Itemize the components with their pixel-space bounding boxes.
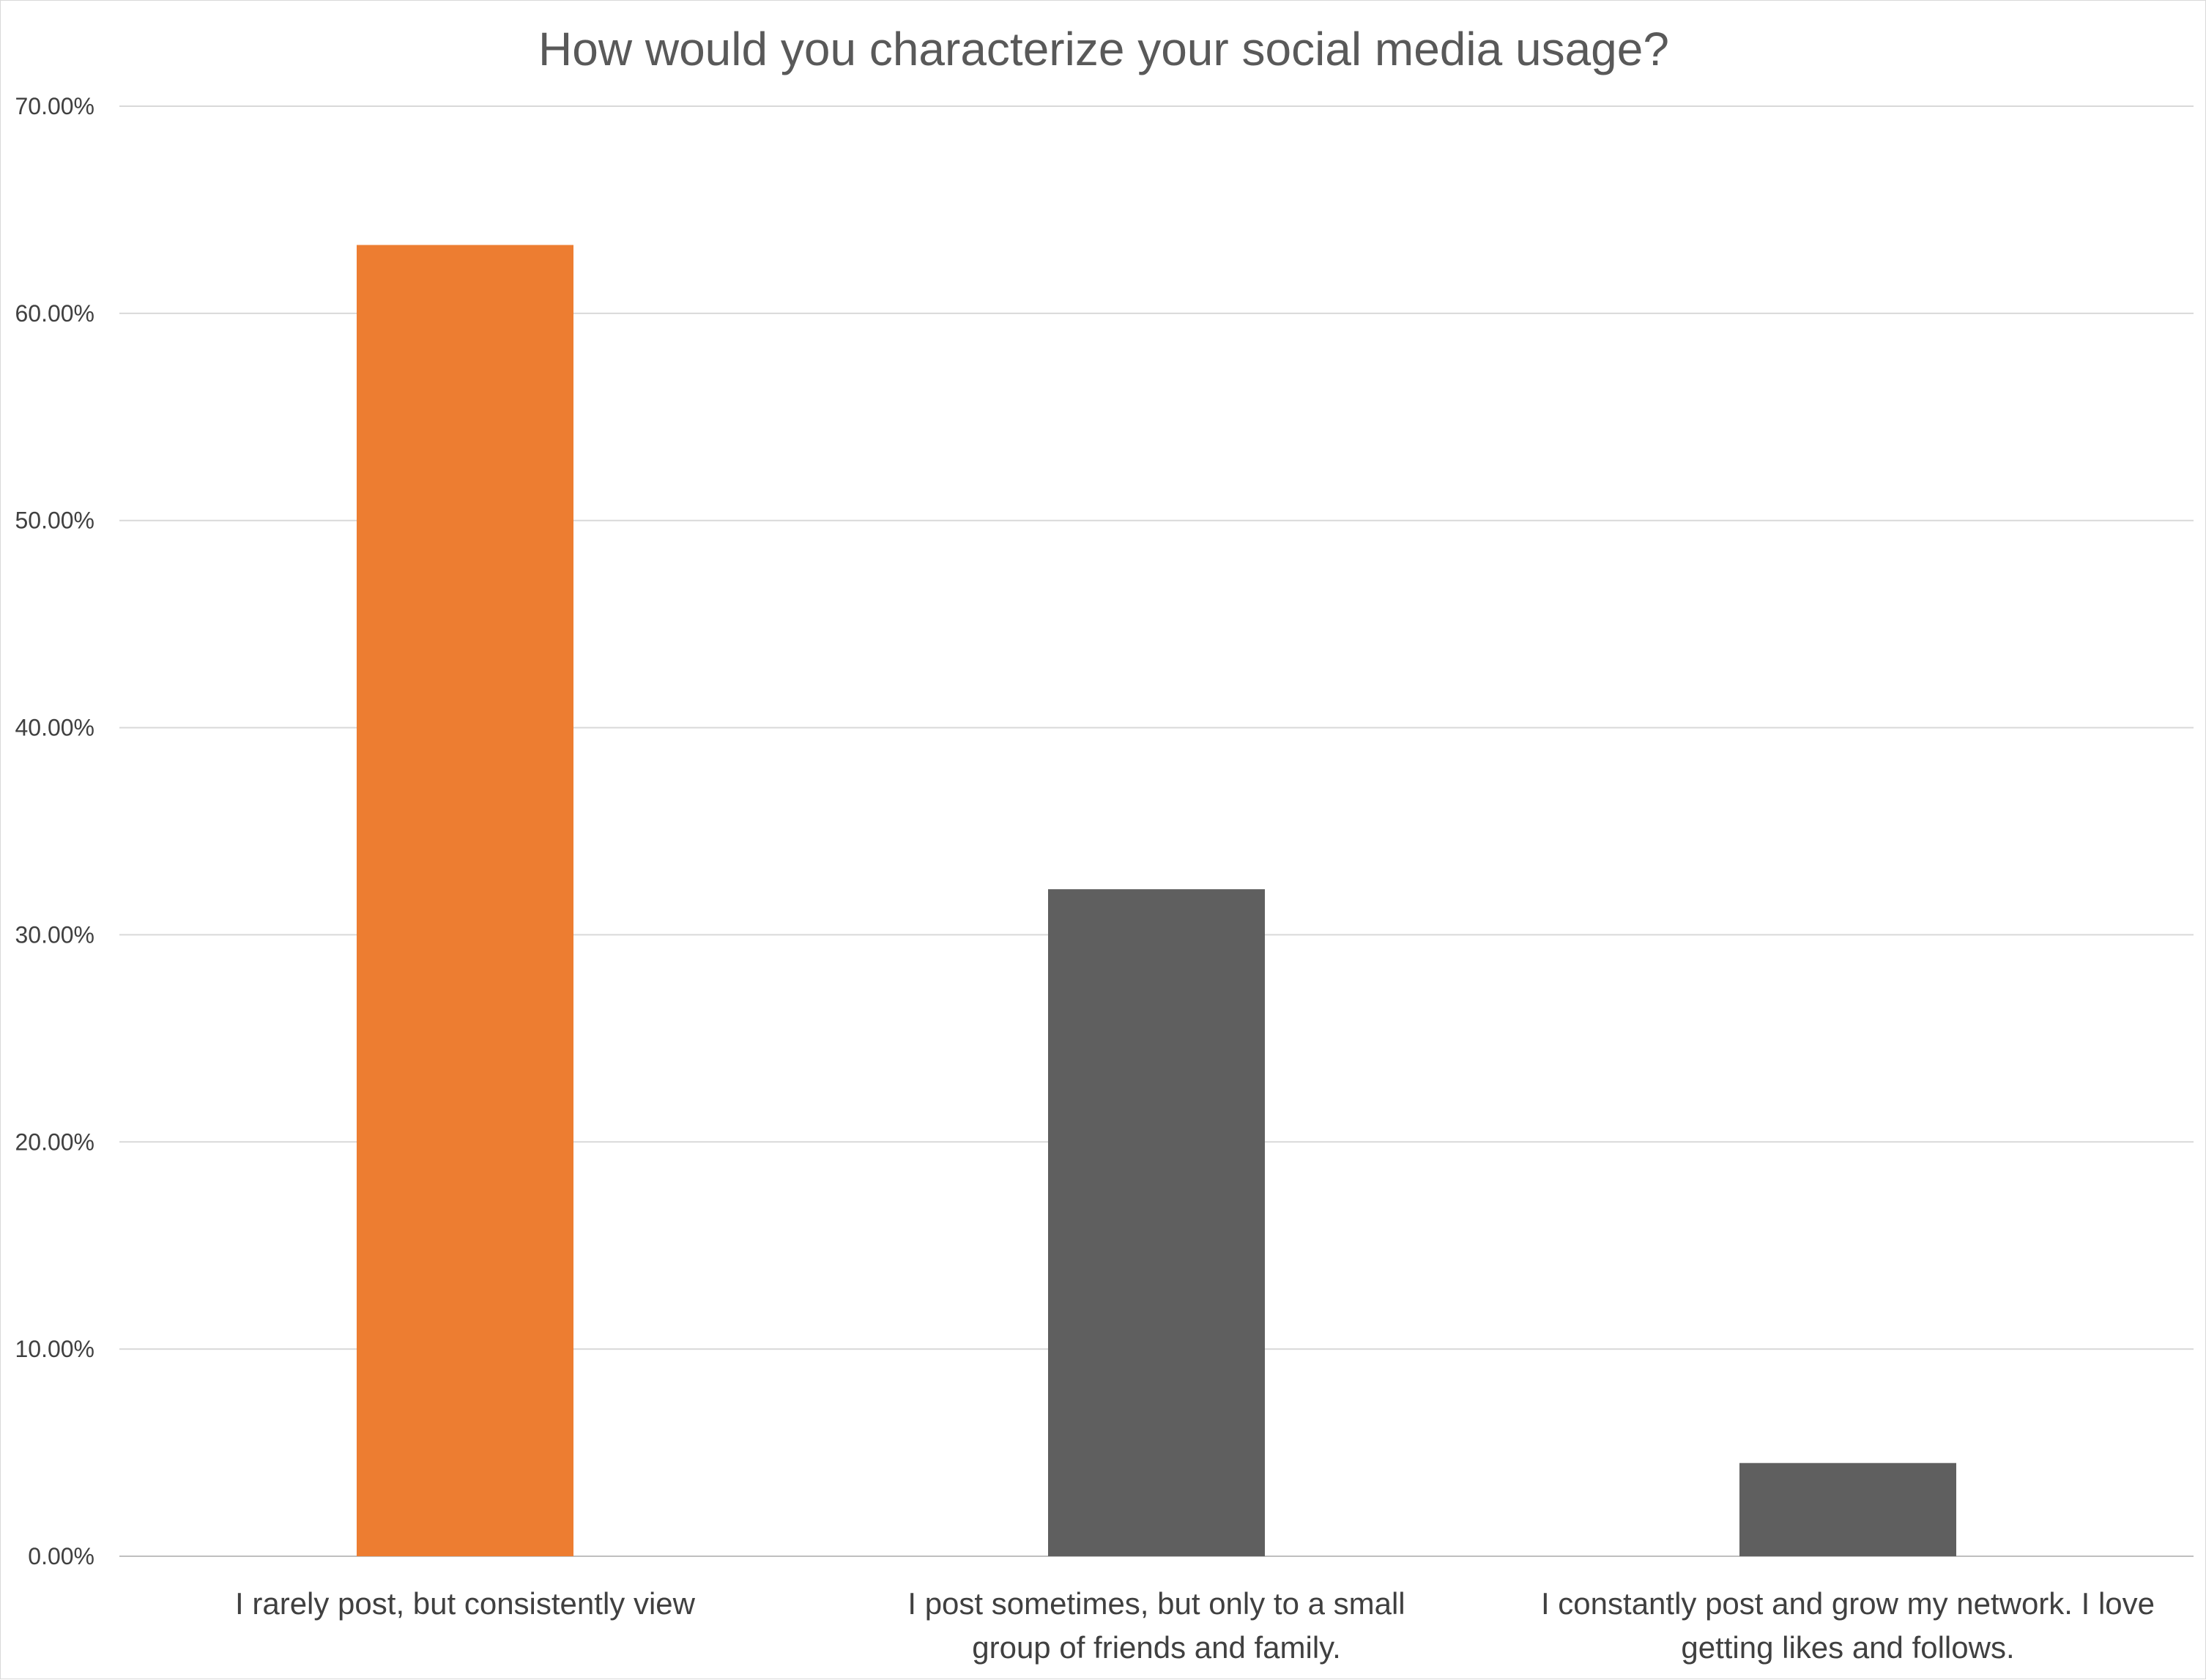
x-tick-label-line: I post sometimes, but only to a small <box>907 1586 1405 1621</box>
x-tick-label: I post sometimes, but only to a small gro… <box>907 1586 1405 1665</box>
y-tick-label: 60.00% <box>15 300 94 327</box>
y-tick-label: 30.00% <box>15 921 94 948</box>
chart-title: How would you characterize your social m… <box>538 23 1669 75</box>
y-tick-label: 0.00% <box>28 1543 94 1569</box>
y-axis-tick-labels: 0.00% 10.00% 20.00% 30.00% 40.00% 50.00% 60.00… <box>15 93 94 1569</box>
y-tick-label: 20.00% <box>15 1129 94 1155</box>
bar-3 <box>1739 1462 1956 1556</box>
y-tick-label: 40.00% <box>15 715 94 741</box>
x-tick-label-line: group of friends and family. <box>972 1630 1341 1665</box>
x-tick-label: I constantly post and grow my network. I… <box>1541 1586 2155 1665</box>
bar-1 <box>357 245 573 1556</box>
x-tick-label: I rarely post, but consistently view <box>235 1586 696 1621</box>
x-tick-label-line: I constantly post and grow my network. I… <box>1541 1586 2155 1621</box>
y-tick-label: 10.00% <box>15 1336 94 1362</box>
bars <box>357 245 1956 1556</box>
bar-2 <box>1048 889 1265 1556</box>
y-tick-label: 50.00% <box>15 508 94 534</box>
y-tick-label: 70.00% <box>15 93 94 119</box>
x-axis-tick-labels: I rarely post, but consistently view I po… <box>235 1586 2155 1665</box>
x-tick-label-line: I rarely post, but consistently view <box>235 1586 696 1621</box>
x-tick-label-line: getting likes and follows. <box>1681 1630 2014 1665</box>
